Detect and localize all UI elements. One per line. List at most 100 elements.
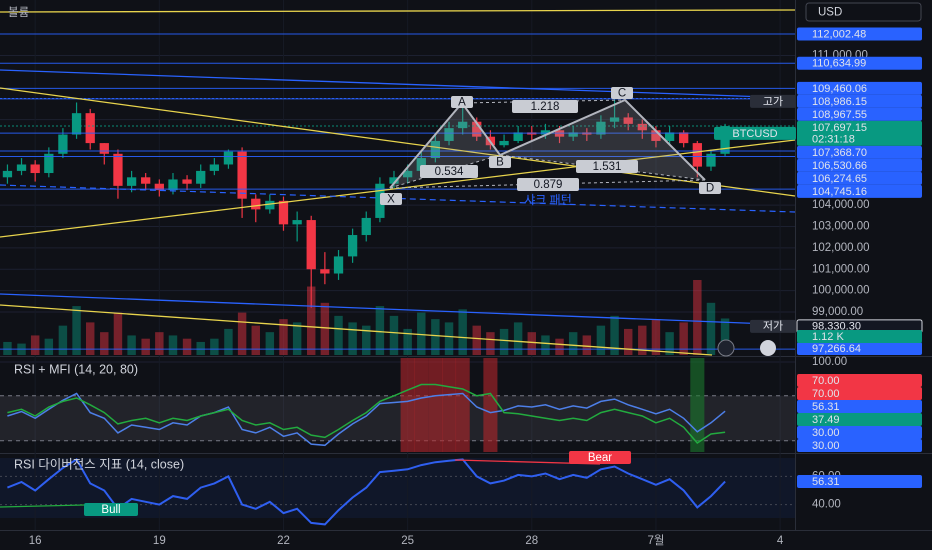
x-tick-label: 19 <box>153 535 166 547</box>
volume-bar <box>362 325 371 355</box>
indicator-line <box>7 458 726 526</box>
candle-body <box>692 143 702 167</box>
price-tag-label: 37.49 <box>812 414 840 426</box>
band-fill <box>0 395 795 441</box>
candle-body <box>389 177 399 184</box>
candle-body <box>540 130 551 135</box>
volume-bar <box>403 328 412 355</box>
pattern-ratio: 0.879 <box>534 179 563 191</box>
indicator-line <box>7 383 726 444</box>
price-tag <box>797 439 922 452</box>
tag-title: 저가 <box>763 320 783 333</box>
candle-body <box>30 164 40 174</box>
volume-bar <box>265 332 275 355</box>
candle-body <box>306 220 316 270</box>
trend-line <box>0 9 796 13</box>
volume-bar <box>596 325 606 355</box>
price-tag <box>797 107 922 121</box>
candle-body <box>320 269 330 274</box>
volume-bar <box>693 280 702 355</box>
pattern-point: X <box>387 194 395 206</box>
overbought-zone <box>428 358 443 452</box>
candle-body <box>596 121 606 135</box>
overbought-zone <box>400 358 415 452</box>
overbought-zone <box>414 358 429 452</box>
candle-body <box>651 130 661 141</box>
volume-bar <box>251 325 260 355</box>
volume-bar <box>44 338 54 355</box>
volume-bar <box>651 319 661 355</box>
volume-bar <box>85 322 95 355</box>
volume-bar <box>155 332 164 355</box>
pattern-ratio-box <box>517 178 579 191</box>
pattern-point-box <box>489 156 511 168</box>
indicator-line <box>7 392 726 447</box>
volume-bar <box>3 341 12 355</box>
price-tag <box>797 171 922 185</box>
pattern-point: A <box>458 97 466 109</box>
candle-body <box>168 179 178 191</box>
volume-bar <box>431 319 440 355</box>
candle-body <box>85 113 95 144</box>
volume-bar <box>527 332 537 355</box>
trend-line <box>0 87 796 197</box>
price-tag-label: 30.00 <box>812 427 840 439</box>
candle-body <box>402 170 413 178</box>
bull-box <box>84 503 138 516</box>
volume-bar <box>472 325 481 355</box>
candle-body <box>430 140 441 159</box>
tag-title: 고가 <box>763 95 783 108</box>
x-tick-label: 28 <box>525 535 538 547</box>
candle-body <box>499 140 509 146</box>
candle-body <box>720 126 730 154</box>
candle-body <box>44 153 54 174</box>
candle-body <box>2 170 13 178</box>
price-tag <box>797 387 922 400</box>
tag-title-box <box>750 94 796 108</box>
candle-body <box>141 177 151 184</box>
trend-line <box>0 304 713 356</box>
pattern-ratio-box <box>576 160 638 173</box>
volume-bar <box>306 286 316 355</box>
x-tick-label: 4 <box>777 535 784 547</box>
candle-body <box>209 164 220 171</box>
y-tick-label: 40.00 <box>812 499 841 511</box>
pane-title: RSI + MFI (14, 20, 80) <box>14 362 138 376</box>
candle-body <box>513 132 523 141</box>
pattern-point: B <box>496 157 504 169</box>
price-tag <box>797 342 922 355</box>
volume-bar <box>610 315 619 355</box>
price-tag-label: 108,967.55 <box>812 109 867 121</box>
price-tag-label: 56.31 <box>812 401 840 413</box>
volume-bar <box>58 325 68 355</box>
candle-body <box>278 200 289 225</box>
y-tick-label: 100.00 <box>812 356 847 368</box>
trend-line <box>0 184 796 213</box>
overbought-zone <box>455 358 470 452</box>
pattern-ratio: 1.218 <box>531 101 560 113</box>
volume-bar <box>582 335 592 355</box>
price-tag <box>797 330 922 343</box>
candle-body <box>196 170 206 184</box>
volume-bar <box>224 328 233 355</box>
price-tag <box>797 400 922 413</box>
price-tag <box>797 184 922 198</box>
volume-bar <box>555 338 564 355</box>
currency[interactable]: USD <box>818 7 842 19</box>
volume-bar <box>568 332 578 355</box>
pattern-point: C <box>618 88 626 100</box>
pattern-ratio-line <box>389 154 501 189</box>
price-tag <box>797 158 922 172</box>
alert-icon[interactable] <box>717 339 735 357</box>
candle-body <box>99 143 109 154</box>
candle-body <box>292 220 302 225</box>
flag-icon[interactable] <box>760 340 776 356</box>
candle-body <box>223 151 234 165</box>
volume-bar <box>182 338 192 355</box>
tag-title-box <box>750 319 796 333</box>
candle-body <box>16 164 27 171</box>
currency-button[interactable] <box>805 2 922 22</box>
y-tick-label: 100,000.00 <box>812 285 870 297</box>
candle-body <box>58 134 68 154</box>
